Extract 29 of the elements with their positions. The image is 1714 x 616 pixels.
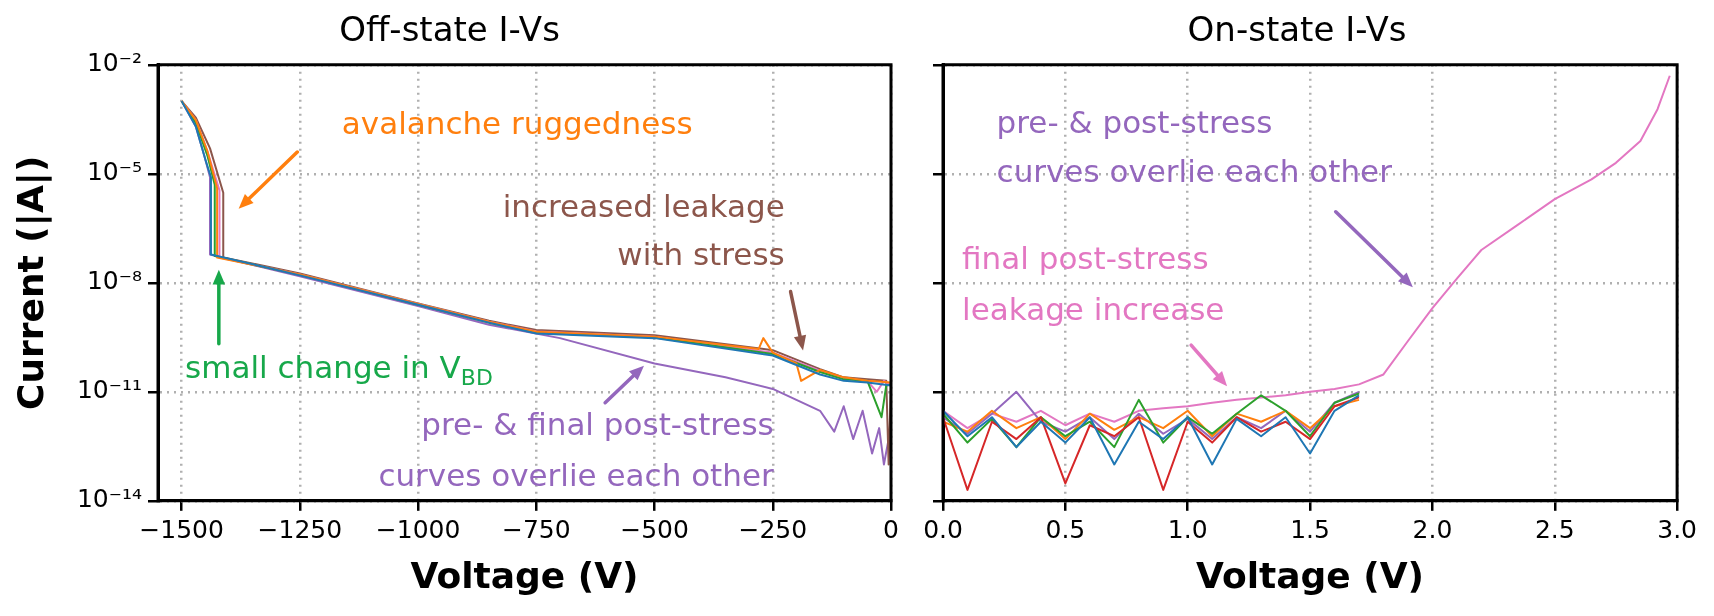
annotation: pre- & final post-stress curves overlie each other: [378, 405, 774, 493]
x-tick-label: 1.5: [1290, 515, 1330, 545]
y-tick-label: 10⁻²: [86, 48, 142, 78]
annotation: avalanche ruggedness: [341, 104, 693, 141]
y-tick-label: 10⁻⁵: [86, 157, 142, 187]
x-tick-label: 2.0: [1412, 515, 1453, 545]
annotation: increased leakage with stress: [502, 187, 785, 272]
x-tick-label: 3.0: [1657, 515, 1697, 545]
y-tick-label: 10⁻¹¹: [76, 375, 142, 405]
x-axis-title: Voltage (V): [410, 554, 639, 596]
y-axis-title: Current (|A|): [9, 155, 52, 411]
x-tick-label: −250: [738, 515, 808, 545]
x-axis-title: Voltage (V): [1196, 554, 1425, 596]
x-tick-label: −1000: [375, 515, 461, 545]
x-tick-label: 1.0: [1167, 515, 1208, 545]
x-tick-label: −750: [501, 515, 571, 545]
annotation: final post-stress leakage increase: [962, 240, 1225, 328]
chart-title: Off-state I-Vs: [339, 9, 560, 50]
y-tick-label: 10⁻⁸: [86, 266, 142, 296]
x-tick-label: 0.0: [923, 515, 963, 545]
x-tick-label: 0.5: [1045, 515, 1086, 545]
chart-title: On-state I-Vs: [1187, 9, 1407, 50]
y-tick-label: 10⁻¹⁴: [76, 484, 142, 514]
x-tick-label: 2.5: [1534, 515, 1575, 545]
x-tick-label: 0: [883, 515, 899, 545]
annotation: pre- & post-stress curves overlie each other: [996, 104, 1393, 189]
x-tick-label: −500: [620, 515, 689, 545]
x-tick-label: −1500: [139, 515, 224, 545]
x-tick-label: −1250: [257, 515, 343, 545]
